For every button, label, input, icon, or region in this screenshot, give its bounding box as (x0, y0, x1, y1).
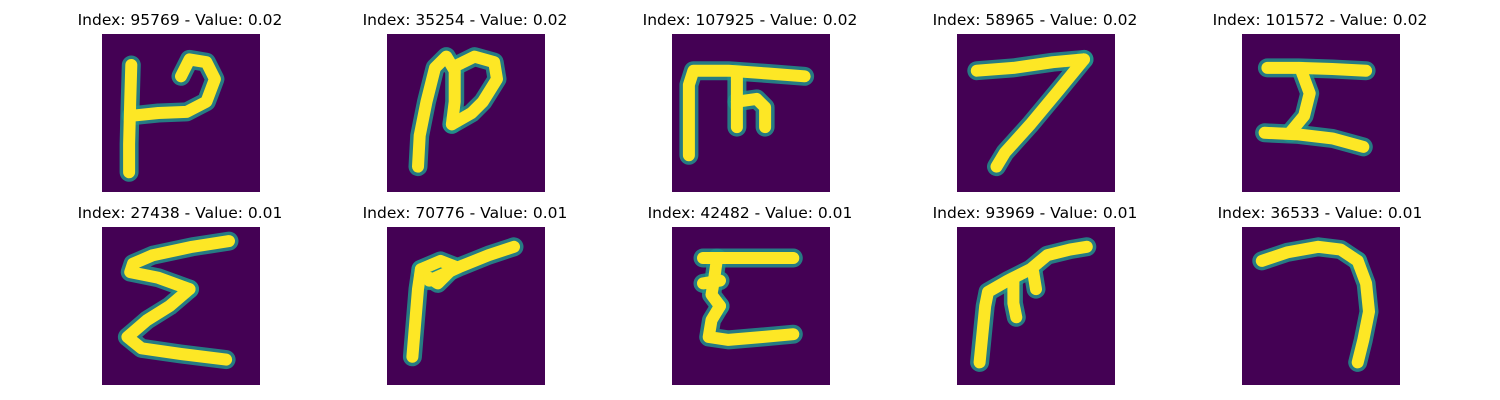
panel-title: Index: 58965 - Value: 0.02 (932, 11, 1138, 29)
stroke-core (125, 53, 221, 122)
stroke-core (123, 59, 138, 179)
stroke-core (990, 53, 1090, 173)
stroke-core (1351, 254, 1375, 369)
panel-title: Index: 36533 - Value: 0.01 (1217, 204, 1423, 222)
stroke-core (124, 235, 235, 296)
panel-title: Index: 27438 - Value: 0.01 (77, 204, 283, 222)
glyph-image (387, 34, 545, 192)
stroke-core (121, 283, 233, 366)
stroke-core (1255, 240, 1364, 267)
stroke-core (1027, 266, 1042, 296)
panel-title: Index: 35254 - Value: 0.02 (362, 11, 568, 29)
image-panel: Index: 36533 - Value: 0.01 (1170, 203, 1470, 393)
stroke-core (445, 50, 503, 131)
stroke-core (412, 50, 461, 173)
image-panel: Index: 93969 - Value: 0.01 (885, 203, 1185, 393)
image-panel: Index: 101572 - Value: 0.02 (1170, 10, 1470, 200)
image-panel: Index: 107925 - Value: 0.02 (600, 10, 900, 200)
stroke-core (1258, 126, 1370, 153)
stroke-core (702, 300, 800, 346)
image-panel: Index: 95769 - Value: 0.02 (30, 10, 330, 200)
stroke-core (423, 240, 520, 287)
panel-title: Index: 70776 - Value: 0.01 (362, 204, 568, 222)
stroke-core (1284, 64, 1316, 139)
stroke-core (697, 274, 726, 290)
glyph-image (102, 34, 260, 192)
image-panel: Index: 58965 - Value: 0.02 (885, 10, 1185, 200)
image-panel: Index: 42482 - Value: 0.01 (600, 203, 900, 393)
stroke-core (1007, 274, 1023, 324)
image-panel: Index: 27438 - Value: 0.01 (30, 203, 330, 393)
glyph-image (387, 227, 545, 385)
panel-title: Index: 95769 - Value: 0.02 (77, 11, 283, 29)
panel-title: Index: 101572 - Value: 0.02 (1212, 11, 1428, 29)
glyph-image (672, 34, 830, 192)
image-panel: Index: 35254 - Value: 0.02 (315, 10, 615, 200)
glyph-image (672, 227, 830, 385)
glyph-image (102, 227, 260, 385)
image-background (1242, 34, 1400, 192)
glyph-image (957, 34, 1115, 192)
stroke-core (682, 64, 811, 162)
stroke-core (1261, 61, 1373, 77)
panel-title: Index: 93969 - Value: 0.01 (932, 204, 1138, 222)
stroke-core (970, 53, 1090, 77)
panel-title: Index: 107925 - Value: 0.02 (642, 11, 858, 29)
glyph-image (1242, 227, 1400, 385)
panel-title: Index: 42482 - Value: 0.01 (647, 204, 853, 222)
image-panel: Index: 70776 - Value: 0.01 (315, 203, 615, 393)
stroke-core (730, 92, 772, 134)
glyph-image (1242, 34, 1400, 192)
glyph-image (957, 227, 1115, 385)
stroke-core (406, 263, 427, 363)
